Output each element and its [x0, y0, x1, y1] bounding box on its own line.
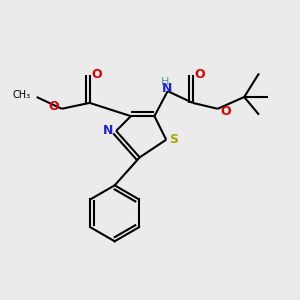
Text: O: O — [48, 100, 59, 113]
Text: H: H — [161, 77, 170, 87]
Text: N: N — [103, 124, 113, 137]
Text: S: S — [169, 133, 178, 146]
Text: N: N — [162, 82, 172, 95]
Text: CH₃: CH₃ — [12, 90, 30, 100]
Text: O: O — [195, 68, 206, 81]
Text: O: O — [92, 68, 102, 81]
Text: O: O — [220, 105, 231, 118]
